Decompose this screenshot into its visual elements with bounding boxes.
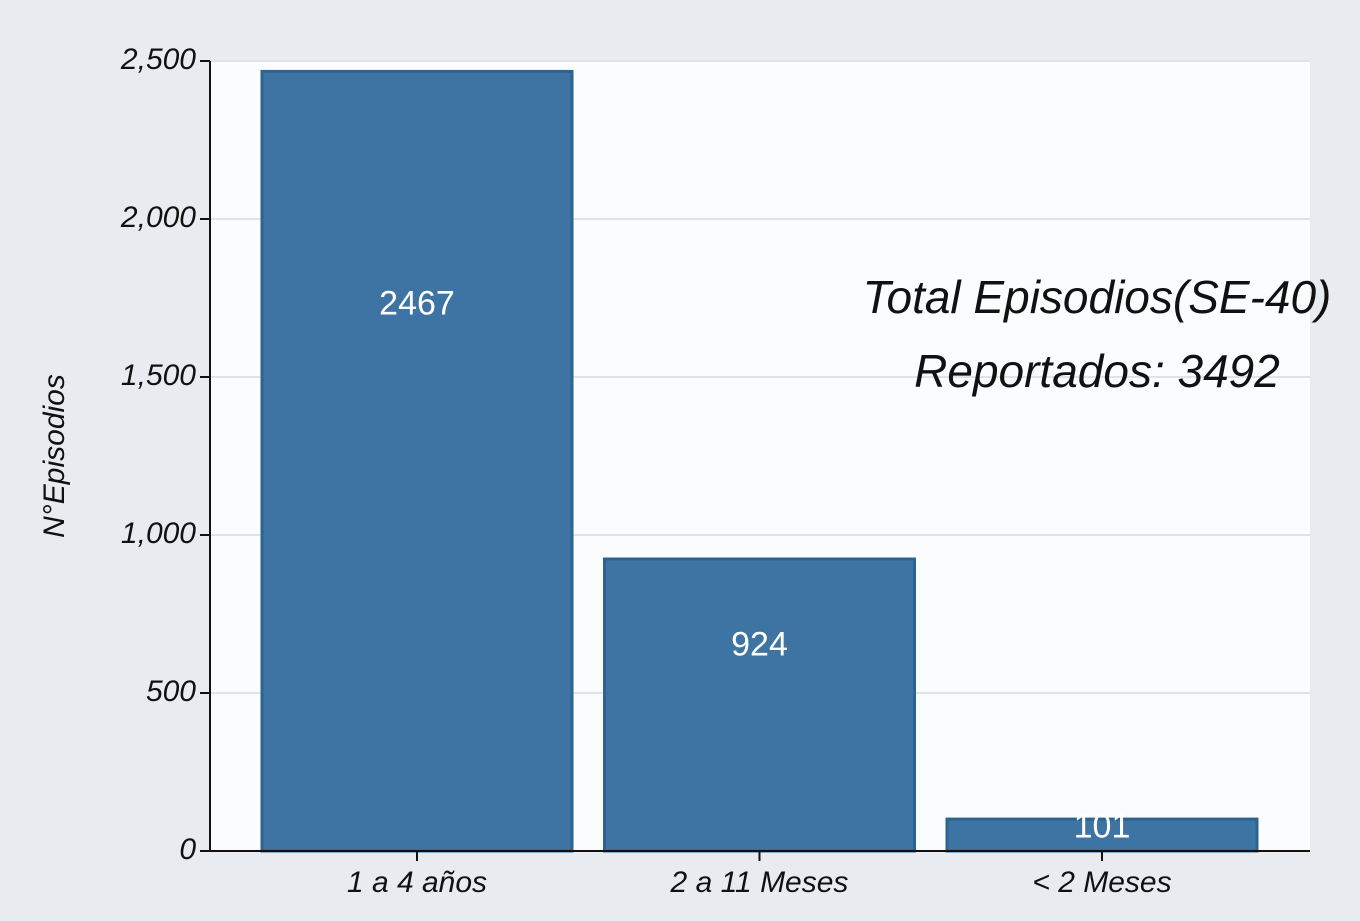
bar [603,557,916,853]
y-tick-label: 1,500 [121,359,196,392]
y-tick-label: 2,000 [120,201,196,234]
x-tick-label: < 2 Meses [1032,866,1171,899]
y-tick-label: 1,000 [121,517,196,550]
annotation: Reportados: 3492 [914,345,1280,397]
y-axis-title: N°Episodios [38,374,71,538]
value-label: 101 [1074,808,1131,846]
y-tick-label: 2,500 [120,43,196,76]
bar [260,69,574,853]
value-label: 2467 [379,284,455,322]
y-tick-label: 0 [179,833,196,866]
annotation: Total Episodios(SE-40) [863,271,1332,323]
x-tick-label: 2 a 11 Meses [670,866,849,899]
value-label: 924 [731,626,788,664]
x-tick-label: 1 a 4 años [347,866,487,899]
y-tick-label: 500 [146,675,196,708]
